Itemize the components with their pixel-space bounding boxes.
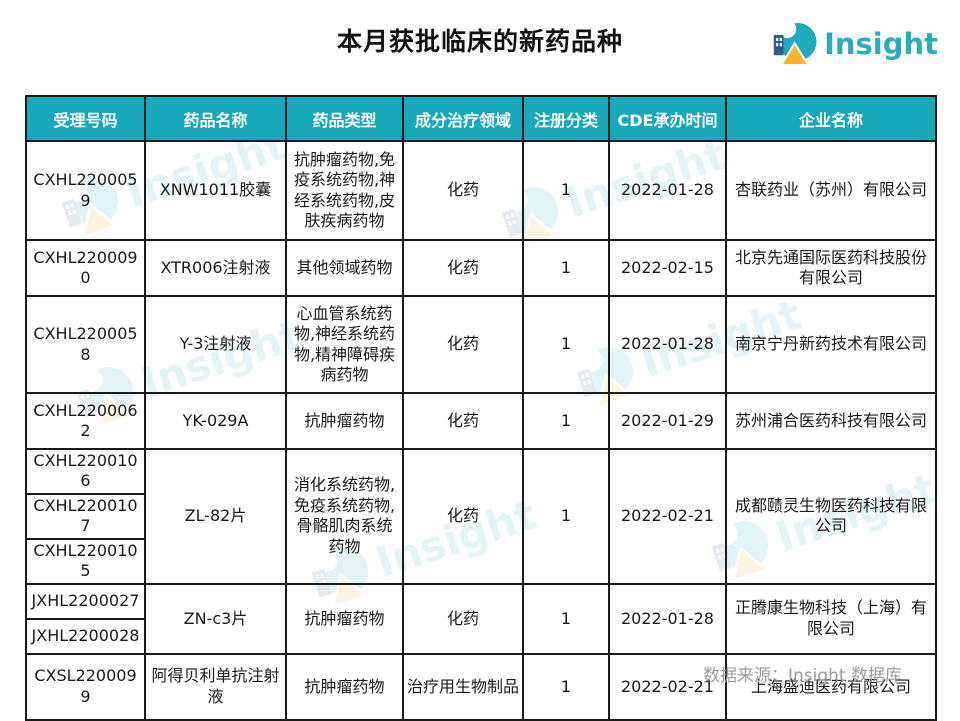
- table-row: CXHL2200090 XTR006注射液 其他领域药物 化药 1 2022-02-15 北…: [25, 239, 937, 297]
- table-header-row: 受理号码 药品名称 药品类型 成分治疗领域 注册分类 CDE承办时间 企业名称: [25, 95, 937, 142]
- treatment-area-cell: 化药: [402, 392, 524, 450]
- column-header: CDE承办时间: [608, 95, 727, 142]
- drug-name-cell: ZN-c3片: [144, 582, 287, 655]
- table-row: CXHL2200107: [25, 492, 936, 540]
- treatment-area-cell: 治疗用生物制品: [402, 652, 524, 721]
- acceptance-number-cell: CXHL2200058: [25, 295, 146, 394]
- registration-class-cell: 1: [522, 448, 610, 585]
- insight-logo-icon: [773, 20, 817, 66]
- company-name-cell: 北京先通国际医药科技股份有限公司: [725, 239, 937, 297]
- page-title: 本月获批临床的新药品种: [336, 27, 623, 56]
- insight-logo-text: Insight: [824, 27, 938, 61]
- data-source-note: 数据来源：Insight 数据库: [702, 666, 902, 686]
- column-header: 成分治疗领域: [402, 95, 524, 142]
- acceptance-number-cell: CXHL2200059: [25, 140, 146, 241]
- drug-type-cell: 抗肿瘤药物: [285, 652, 404, 721]
- drug-name-cell: ZL-82片: [144, 448, 287, 585]
- table-row: CXHL2200058 Y-3注射液 心血管系统药物,神经系统药物,精神障碍疾病药物…: [25, 295, 937, 394]
- registration-class-cell: 1: [522, 582, 610, 655]
- table-row: CXHL2200105: [25, 537, 936, 585]
- treatment-area-cell: 化药: [402, 295, 524, 394]
- drug-type-cell: 消化系统药物,免疫系统药物,骨骼肌肉系统药物: [285, 448, 404, 585]
- cde-date-cell: 2022-02-21: [608, 448, 727, 585]
- company-name-cell: 杏联药业（苏州）有限公司: [725, 140, 937, 241]
- acceptance-number-cell: CXSL2200099: [25, 652, 146, 721]
- company-name-cell: 苏州浦合医药科技有限公司: [725, 392, 937, 450]
- drug-type-cell: 抗肿瘤药物: [285, 582, 404, 655]
- acceptance-number-cell: CXHL2200090: [25, 239, 146, 297]
- insight-logo: Insight: [770, 20, 938, 68]
- acceptance-number-cell: CXHL2200062: [25, 392, 146, 450]
- table-row: JXHL2200027 ZN-c3片 抗肿瘤药物 化药 1 2022-01-28 正腾康生物…: [25, 582, 937, 655]
- registration-class-cell: 1: [522, 140, 610, 241]
- acceptance-number-cell: JXHL2200027: [25, 582, 146, 620]
- treatment-area-cell: 化药: [402, 582, 524, 655]
- table-header: 受理号码 药品名称 药品类型 成分治疗领域 注册分类 CDE承办时间 企业名称: [25, 95, 937, 142]
- company-name-cell: 正腾康生物科技（上海）有限公司: [725, 582, 937, 655]
- table-row: JXHL2200028: [25, 617, 936, 655]
- company-name-cell: 南京宁丹新药技术有限公司: [725, 295, 937, 394]
- drug-type-cell: 其他领域药物: [285, 239, 404, 297]
- cde-date-cell: 2022-02-21: [608, 652, 727, 721]
- drug-name-cell: XNW1011胶囊: [144, 140, 287, 241]
- column-header: 注册分类: [522, 95, 610, 142]
- drug-type-cell: 抗肿瘤药物,免疫系统药物,神经系统药物,皮肤疾病药物: [285, 140, 404, 241]
- registration-class-cell: 1: [522, 652, 610, 721]
- drug-type-cell: 心血管系统药物,神经系统药物,精神障碍疾病药物: [285, 295, 404, 394]
- drug-approval-table: 受理号码 药品名称 药品类型 成分治疗领域 注册分类 CDE承办时间 企业名称 CXHL22…: [25, 95, 937, 721]
- column-header: 受理号码: [25, 95, 146, 142]
- drug-name-cell: XTR006注射液: [144, 239, 287, 297]
- acceptance-number-cell: CXHL2200105: [25, 537, 146, 585]
- column-header: 企业名称: [725, 95, 937, 142]
- cde-date-cell: 2022-02-15: [608, 239, 727, 297]
- treatment-area-cell: 化药: [402, 448, 524, 585]
- cde-date-cell: 2022-01-28: [608, 295, 727, 394]
- table-row: CXHL2200106 ZL-82片 消化系统药物,免疫系统药物,骨骼肌肉系统药物化…: [25, 448, 937, 585]
- drug-name-cell: YK-029A: [144, 392, 287, 450]
- table-row: CXSL2200099 阿得贝利单抗注射液 抗肿瘤药物 治疗用生物制品 1 2022-02…: [25, 652, 937, 721]
- acceptance-number-cell: CXHL2200107: [25, 492, 146, 540]
- cde-date-cell: 2022-01-28: [608, 140, 727, 241]
- table-row: CXHL2200059 XNW1011胶囊 抗肿瘤药物,免疫系统药物,神经系统药物,…: [25, 140, 937, 241]
- table-row: CXHL2200062 YK-029A 抗肿瘤药物 化药 1 2022-01-29 苏州浦合…: [25, 392, 937, 450]
- registration-class-cell: 1: [522, 295, 610, 394]
- acceptance-number-cell: CXHL2200106: [25, 448, 146, 495]
- cde-date-cell: 2022-01-29: [608, 392, 727, 450]
- column-header: 药品名称: [144, 95, 287, 142]
- treatment-area-cell: 化药: [402, 239, 524, 297]
- acceptance-number-cell: JXHL2200028: [25, 617, 146, 655]
- cde-date-cell: 2022-01-28: [608, 582, 727, 655]
- company-name-cell: 上海盛迪医药有限公司: [725, 652, 937, 721]
- registration-class-cell: 1: [522, 392, 610, 450]
- table-body: CXHL2200059 XNW1011胶囊 抗肿瘤药物,免疫系统药物,神经系统药物,…: [25, 140, 937, 721]
- drug-type-cell: 抗肿瘤药物: [285, 392, 404, 450]
- company-name-cell: 成都赜灵生物医药科技有限公司: [725, 448, 937, 585]
- drug-name-cell: Y-3注射液: [144, 295, 287, 394]
- drug-name-cell: 阿得贝利单抗注射液: [144, 652, 287, 721]
- column-header: 药品类型: [285, 95, 404, 142]
- registration-class-cell: 1: [522, 239, 610, 297]
- treatment-area-cell: 化药: [402, 140, 524, 241]
